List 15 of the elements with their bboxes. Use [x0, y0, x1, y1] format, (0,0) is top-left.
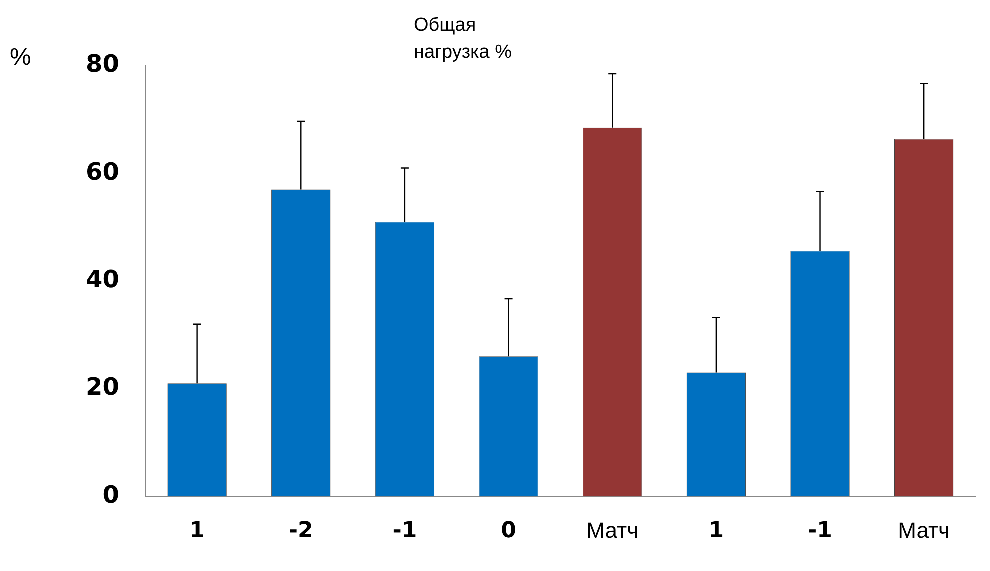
x-tick-label: -1: [392, 518, 418, 544]
y-tick-label: 0: [102, 480, 120, 509]
x-tick-label: -2: [288, 518, 314, 544]
chart-title: Общая нагрузка %: [414, 14, 514, 65]
x-tick-label: 0: [501, 518, 516, 544]
y-axis-title: %: [10, 44, 32, 72]
y-tick-label: 20: [86, 373, 120, 402]
x-tick-label: Матч: [586, 518, 639, 543]
x-tick-label: 1: [708, 518, 724, 544]
x-tick-label: Матч: [898, 518, 950, 543]
y-tick-label: 60: [86, 158, 120, 186]
y-tick-label: 40: [86, 266, 120, 294]
y-tick-label: 80: [86, 50, 120, 78]
x-tick-label: 1: [190, 518, 205, 544]
x-tick-label: -1: [808, 518, 832, 544]
